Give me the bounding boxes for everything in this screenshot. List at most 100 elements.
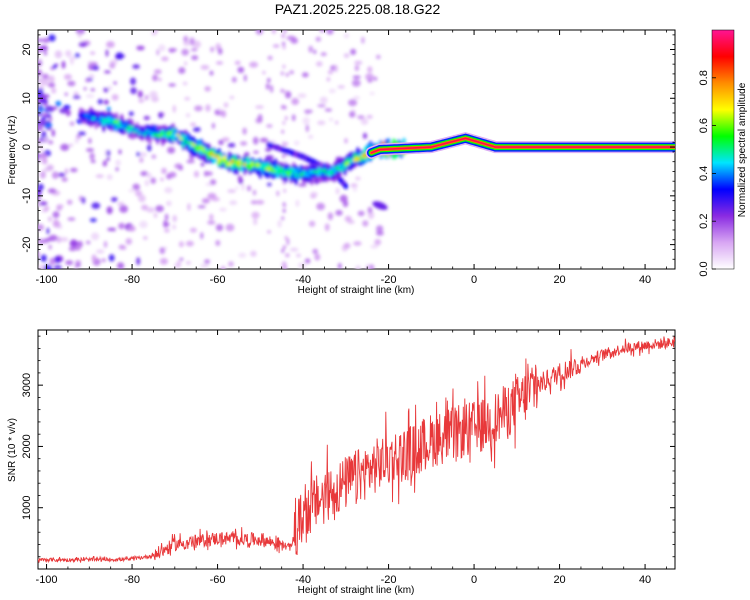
spectrogram-noise-blob bbox=[178, 241, 184, 248]
spectrogram-noise-blob bbox=[265, 148, 272, 152]
spectrogram-noise-blob bbox=[144, 179, 150, 187]
spectrogram-noise-blob bbox=[184, 61, 188, 66]
spectrogram-noise-blob bbox=[106, 174, 113, 181]
spectrogram-noise-blob bbox=[349, 111, 356, 118]
spectrogram-noise-blob bbox=[103, 99, 109, 105]
spectrogram-noise-blob bbox=[218, 139, 224, 145]
spectrogram-noise-blob bbox=[257, 114, 263, 122]
spectrogram-noise-blob bbox=[91, 254, 97, 262]
spectrogram-ridge-blob bbox=[158, 134, 163, 137]
spectrogram-ridge-blob bbox=[281, 172, 286, 175]
spectrogram-noise-blob bbox=[115, 167, 119, 172]
spectrogram-noise-blob bbox=[211, 122, 215, 129]
spectrogram-noise-blob bbox=[277, 220, 282, 228]
spectrogram-noise-blob bbox=[146, 172, 152, 179]
spectrogram-carrier-line bbox=[370, 137, 675, 154]
spectrogram-ridge-blob bbox=[317, 171, 322, 175]
spectrogram-noise-blob bbox=[246, 185, 252, 192]
spectrogram-noise-blob bbox=[38, 38, 45, 42]
spectrogram-noise-blob bbox=[353, 241, 362, 246]
spectrogram-noise-blob bbox=[281, 248, 285, 253]
spectrogram-noise-blob bbox=[167, 146, 176, 154]
spectrogram-noise-blob bbox=[194, 105, 203, 112]
spectrogram-noise-blob bbox=[74, 265, 78, 269]
spectrogram-ridge-blob bbox=[147, 130, 153, 134]
spectrogram-noise-blob bbox=[181, 48, 189, 56]
spectrogram-noise-blob bbox=[295, 199, 300, 207]
spectrogram-noise-blob bbox=[38, 224, 45, 231]
spectrogram-ridge-blob bbox=[286, 172, 291, 176]
spectrogram-noise-blob bbox=[259, 137, 269, 143]
spectrogram-noise-blob bbox=[48, 34, 56, 42]
colorbar-ticks: 0.0 0.2 0.4 0.6 0.8 bbox=[698, 70, 716, 277]
spectrogram-noise-blob bbox=[72, 95, 81, 99]
spectrogram-noise-blob bbox=[49, 117, 53, 121]
x-tick-label: -40 bbox=[295, 574, 311, 586]
spectrogram-noise-blob bbox=[367, 66, 373, 73]
spectrogram-ridge-blob bbox=[114, 119, 119, 124]
spectrogram-noise-blob bbox=[316, 61, 323, 67]
spectrogram-noise-blob bbox=[304, 258, 311, 264]
spectrogram-ridge-blob bbox=[276, 167, 281, 171]
spectrogram-noise-blob bbox=[75, 260, 81, 265]
spectrogram-ridge-blob bbox=[227, 162, 232, 166]
spectrogram-noise-blob bbox=[61, 60, 66, 69]
spectrogram-noise-blob bbox=[46, 108, 51, 112]
spectrogram-noise-blob bbox=[138, 152, 148, 158]
spectrogram-noise-blob bbox=[47, 188, 57, 194]
spectrogram-noise-blob bbox=[172, 215, 177, 223]
spectrogram-ridge-blob bbox=[268, 165, 273, 169]
spectrogram-noise-blob bbox=[64, 92, 68, 96]
spectrogram-noise-blob bbox=[317, 104, 326, 108]
spectrogram-noise-blob bbox=[88, 137, 92, 144]
spectrogram-noise-blob bbox=[237, 66, 245, 74]
spectrogram-noise-blob bbox=[348, 99, 358, 107]
spectrogram-ridge-blob bbox=[155, 130, 160, 134]
spectrogram-noise-blob bbox=[185, 113, 191, 118]
x-tick-label: -80 bbox=[124, 274, 140, 286]
spectrogram-noise-blob bbox=[146, 207, 155, 213]
spectrogram-noise-blob bbox=[185, 261, 191, 265]
snr-y-axis-label: SNR (10 * v/v) bbox=[7, 418, 18, 482]
spectrogram-noise-blob bbox=[91, 202, 101, 209]
spectrogram-noise-blob bbox=[326, 30, 334, 35]
spectrogram-noise-blob bbox=[305, 124, 309, 133]
spectrogram-noise-blob bbox=[355, 176, 361, 181]
spectrogram-noise-blob bbox=[103, 240, 108, 248]
spectrogram-noise-blob bbox=[128, 189, 136, 193]
spectrogram-noise-blob bbox=[255, 105, 264, 109]
spectrogram-noise-blob bbox=[337, 262, 342, 269]
spectrogram-noise-blob bbox=[200, 64, 210, 70]
colorbar-tick-label: 0.4 bbox=[698, 166, 710, 181]
spectrogram-noise-blob bbox=[64, 168, 68, 175]
spectrogram-noise-blob bbox=[48, 244, 52, 250]
spectrogram-noise-blob bbox=[267, 230, 271, 234]
spectrogram-noise-blob bbox=[282, 120, 286, 125]
y-tick-label: 10 bbox=[21, 92, 33, 104]
spectrogram-noise-blob bbox=[291, 114, 296, 122]
spectrogram-noise-blob bbox=[164, 228, 170, 233]
spectrogram-noise-blob bbox=[335, 187, 340, 195]
spectrogram-noise-blob bbox=[158, 112, 164, 119]
spectrogram-ridge-blob bbox=[194, 145, 199, 149]
spectrogram-noise-blob bbox=[354, 65, 360, 72]
spectrogram-noise-blob bbox=[161, 56, 169, 62]
spectrogram-noise-blob bbox=[139, 220, 148, 229]
spectrogram-noise-blob bbox=[310, 195, 317, 199]
spectrogram-ridge-blob bbox=[152, 132, 158, 136]
spectrogram-noise-blob bbox=[343, 242, 351, 249]
x-tick-label: -100 bbox=[36, 274, 58, 286]
spectrogram-noise-blob bbox=[178, 165, 184, 171]
y-tick-label: -10 bbox=[21, 188, 33, 204]
spectrogram-noise-blob bbox=[215, 240, 221, 246]
spectrogram-ridge-blob bbox=[91, 116, 96, 121]
spectrogram-ridge-blob bbox=[255, 163, 260, 167]
spectrogram-noise-blob bbox=[267, 78, 271, 83]
spectrogram-noise-blob bbox=[375, 231, 384, 236]
spectrogram-noise-blob bbox=[369, 264, 375, 269]
spectrogram-noise-blob bbox=[106, 157, 110, 161]
spectrogram-noise-blob bbox=[106, 206, 113, 215]
spectrogram-noise-blob bbox=[179, 257, 184, 261]
spectrogram-noise-blob bbox=[178, 67, 186, 74]
